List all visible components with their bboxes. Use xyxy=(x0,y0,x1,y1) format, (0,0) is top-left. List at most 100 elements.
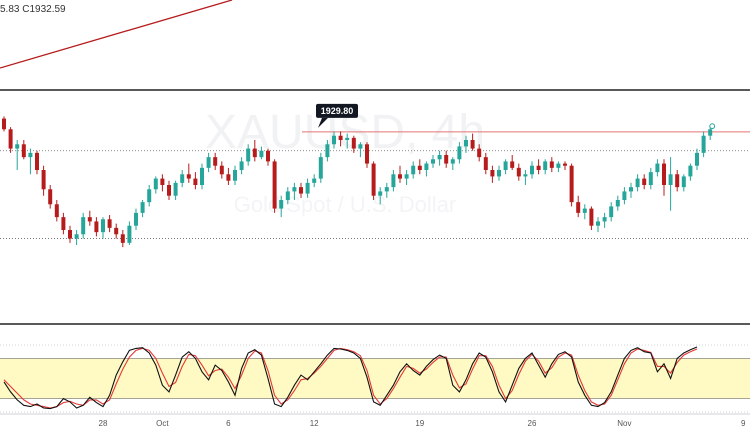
candle-9 xyxy=(54,200,59,222)
candle-body xyxy=(688,165,693,177)
stoch-line-d xyxy=(3,347,698,409)
candle-body xyxy=(252,148,257,158)
candle-6 xyxy=(35,150,39,175)
resistance-label-pointer xyxy=(318,117,328,128)
candle-body xyxy=(246,148,251,162)
candle-73 xyxy=(477,144,482,162)
candle-27 xyxy=(173,180,178,200)
candle-body xyxy=(299,187,303,194)
candle-body xyxy=(160,178,165,185)
candle-body xyxy=(635,178,640,188)
candle-95 xyxy=(622,187,627,205)
trendline xyxy=(0,0,233,69)
candle-19 xyxy=(120,230,125,248)
candle-body xyxy=(503,161,508,170)
candle-102 xyxy=(668,157,673,211)
candle-body xyxy=(68,230,72,239)
candle-48 xyxy=(312,174,317,188)
candle-body xyxy=(21,144,26,158)
candle-107 xyxy=(701,131,706,158)
candle-4 xyxy=(21,140,26,160)
candle-body xyxy=(523,174,528,177)
candle-body xyxy=(120,234,125,243)
candle-12 xyxy=(74,230,79,245)
candle-body xyxy=(530,165,534,175)
candle-82 xyxy=(536,159,541,175)
candle-body xyxy=(200,167,204,185)
candle-body xyxy=(470,140,475,149)
candle-22 xyxy=(140,200,145,218)
candle-body xyxy=(695,152,699,166)
candle-97 xyxy=(635,174,640,192)
candle-body xyxy=(365,144,369,164)
candle-body xyxy=(8,129,13,149)
candle-body xyxy=(378,191,383,196)
candle-body xyxy=(351,137,356,149)
candle-body xyxy=(338,135,343,140)
candle-body xyxy=(431,159,435,164)
candle-body xyxy=(74,234,79,239)
candle-body xyxy=(701,135,706,153)
x-tick-label: 6 xyxy=(226,419,231,428)
candle-body xyxy=(602,217,607,222)
candle-body xyxy=(94,221,99,233)
candle-body xyxy=(153,178,158,190)
candle-body xyxy=(345,137,350,140)
candle-body xyxy=(219,165,224,175)
candle-body xyxy=(206,157,211,168)
candle-body xyxy=(398,174,402,179)
candle-body xyxy=(41,170,46,190)
candle-99 xyxy=(648,167,653,190)
candle-body xyxy=(444,155,449,164)
candle-105 xyxy=(688,163,693,181)
candle-body xyxy=(556,163,561,168)
candle-70 xyxy=(457,142,462,164)
candle-62 xyxy=(404,170,409,185)
candle-85 xyxy=(556,161,561,173)
candle-body xyxy=(107,219,112,228)
candle-body xyxy=(266,150,270,162)
candle-body xyxy=(173,182,178,196)
candle-body xyxy=(384,187,389,192)
candle-32 xyxy=(206,152,211,173)
candle-body xyxy=(536,165,541,170)
candle-71 xyxy=(464,135,468,153)
candle-94 xyxy=(615,195,620,211)
candle-68 xyxy=(444,150,449,168)
candle-body xyxy=(147,189,152,203)
candle-body xyxy=(213,157,218,166)
resistance-label: 1929.80 xyxy=(316,103,358,128)
candle-56 xyxy=(365,142,369,168)
ohlc-readout: 5.83 C1932.59 xyxy=(0,4,66,15)
candle-83 xyxy=(543,159,548,175)
candle-body xyxy=(48,189,53,205)
candle-20 xyxy=(127,221,132,245)
candle-body xyxy=(292,187,297,192)
candle-body xyxy=(642,178,647,185)
candle-body xyxy=(708,129,713,136)
candle-body xyxy=(81,217,86,235)
candle-body xyxy=(371,163,376,196)
candle-body xyxy=(569,165,574,203)
candle-body xyxy=(457,146,462,160)
candle-28 xyxy=(180,170,185,188)
candle-body xyxy=(477,148,482,158)
candle-body xyxy=(622,191,627,200)
candle-87 xyxy=(569,163,574,207)
candle-33 xyxy=(213,152,218,170)
candle-body xyxy=(490,170,495,177)
candle-body xyxy=(134,212,138,226)
candle-body xyxy=(358,144,363,149)
candle-61 xyxy=(398,165,402,183)
candle-body xyxy=(417,165,422,170)
candle-body xyxy=(272,161,277,209)
candle-body xyxy=(285,191,290,200)
x-tick-label: Nov xyxy=(617,419,631,428)
candle-body xyxy=(318,157,323,179)
candle-106 xyxy=(695,148,699,170)
candle-body xyxy=(127,225,132,243)
candle-13 xyxy=(81,212,86,239)
candle-body xyxy=(312,178,317,183)
